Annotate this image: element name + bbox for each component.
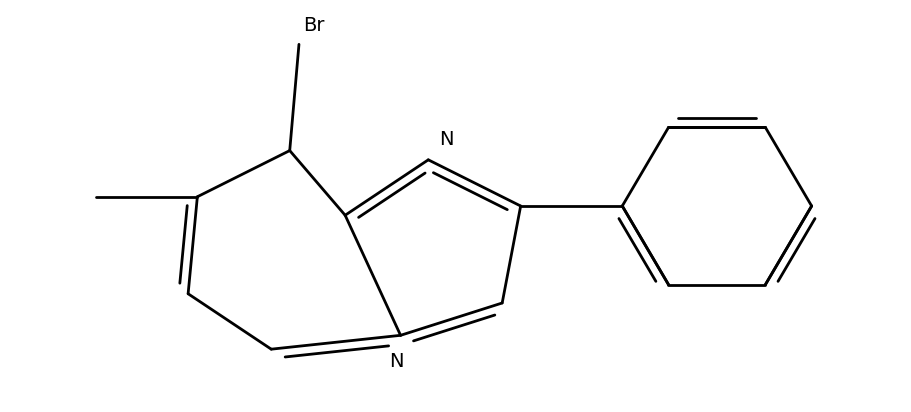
Text: N: N (388, 352, 403, 371)
Text: N: N (439, 130, 454, 149)
Text: Br: Br (303, 16, 324, 35)
